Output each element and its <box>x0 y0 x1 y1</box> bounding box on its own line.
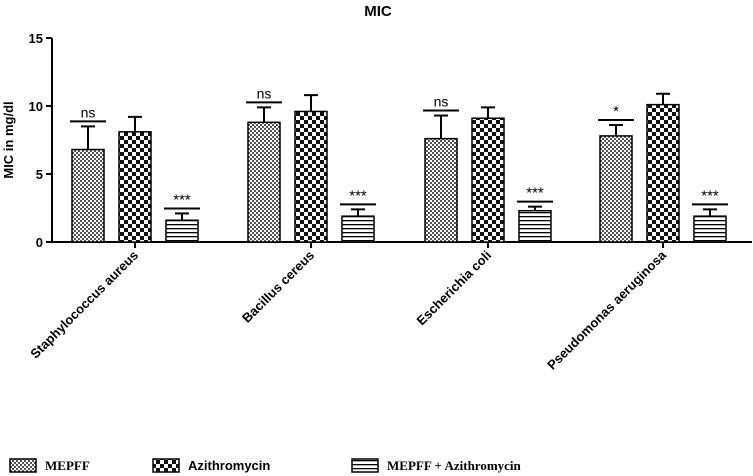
legend-swatch <box>351 458 379 473</box>
bar <box>599 135 633 243</box>
x-tick-label: Pseudomonas aeruginosa <box>544 247 670 373</box>
significance-label: * <box>613 103 619 120</box>
y-ticks: 0 5 10 15 <box>29 31 52 250</box>
significance-markers: ns***ns***ns******* <box>70 85 728 210</box>
y-axis: 0 5 10 15 <box>29 31 53 250</box>
chart-title: MIC <box>364 3 392 20</box>
bars <box>71 92 727 243</box>
bar <box>247 121 281 243</box>
bar <box>71 148 105 243</box>
bar <box>646 103 680 243</box>
y-tick-label: 0 <box>36 235 43 250</box>
legend-swatch <box>152 458 180 473</box>
significance-label: *** <box>701 187 719 204</box>
x-tick-label: Staphylococcus aureus <box>27 248 141 362</box>
y-tick-label: 5 <box>36 167 43 182</box>
bar <box>518 209 552 243</box>
bar <box>165 219 199 243</box>
bar <box>471 117 505 243</box>
legend-swatch <box>9 458 37 473</box>
significance-label: *** <box>526 185 544 202</box>
x-axis <box>52 241 752 248</box>
x-tick-label: Escherichia coli <box>414 248 495 329</box>
significance-label: ns <box>81 104 96 120</box>
y-axis-label: MIC in mg/dl <box>1 101 16 178</box>
bar <box>118 131 152 243</box>
legend: MEPFF Azithromycin MEPFF + Azithromycin <box>9 458 522 473</box>
y-tick-label: 15 <box>29 31 43 46</box>
bar <box>424 137 458 243</box>
significance-label: ns <box>434 94 449 110</box>
legend-label: MEPFF + Azithromycin <box>387 458 522 473</box>
x-tick-label: Bacillus cereus <box>239 248 317 326</box>
bar <box>294 110 328 243</box>
y-tick-label: 10 <box>29 99 43 114</box>
significance-label: *** <box>173 191 191 208</box>
legend-label: Azithromycin <box>188 458 270 473</box>
x-ticks <box>134 242 664 248</box>
significance-label: *** <box>349 187 367 204</box>
legend-label: MEPFF <box>45 458 90 473</box>
significance-label: ns <box>257 85 272 101</box>
bar <box>341 215 375 243</box>
bar <box>693 215 727 243</box>
x-tick-labels: Staphylococcus aureus Bacillus cereus Esch… <box>27 247 669 373</box>
